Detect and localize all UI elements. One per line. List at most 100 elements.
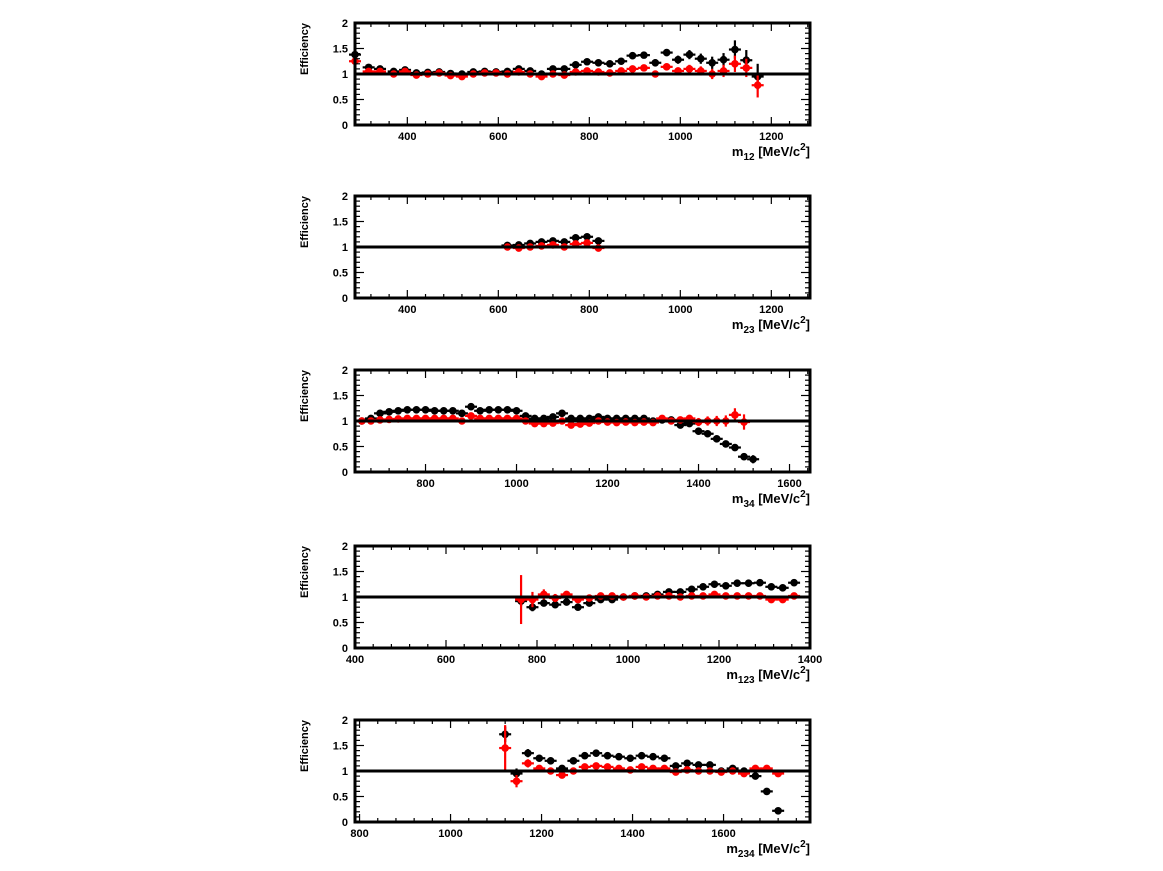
x-tick-label: 1400 (686, 478, 710, 490)
data-point (540, 599, 548, 607)
data-point (731, 411, 739, 419)
y-tick-label: 2 (342, 191, 348, 203)
data-point (583, 57, 591, 66)
y-axis-label: Efficiency (299, 22, 311, 75)
data-point (503, 405, 512, 414)
y-axis-label: Efficiency (299, 545, 311, 598)
data-point (603, 763, 612, 771)
y-tick-label: 1.5 (333, 391, 348, 403)
data-point (485, 405, 494, 414)
data-point (546, 757, 555, 765)
x-tick-label: 600 (437, 654, 455, 666)
data-point (558, 409, 566, 418)
data-point (594, 58, 603, 67)
data-point (551, 600, 559, 609)
data-point (617, 57, 625, 66)
y-tick-label: 1.5 (333, 567, 348, 579)
data-point (594, 237, 603, 245)
y-axis-label: Efficiency (299, 369, 311, 422)
data-point (742, 64, 751, 72)
data-point (637, 763, 646, 771)
data-point (376, 409, 384, 418)
y-tick-label: 1 (342, 416, 348, 428)
y-axis-label: Efficiency (299, 719, 311, 772)
y-tick-label: 1 (342, 766, 348, 778)
y-tick-label: 0.5 (333, 95, 348, 107)
y-tick-label: 0.5 (333, 442, 348, 454)
x-tick-label: 600 (489, 131, 507, 143)
data-point (649, 752, 657, 761)
data-point (640, 51, 648, 59)
x-tick-label: 1000 (438, 828, 462, 840)
data-point (606, 60, 614, 68)
data-point (685, 50, 694, 59)
x-tick-label: 1200 (529, 828, 553, 840)
data-point (671, 762, 680, 770)
y-tick-label: 0 (342, 467, 348, 479)
data-point (685, 65, 694, 73)
x-tick-label: 1200 (759, 131, 783, 143)
data-point (722, 440, 730, 448)
y-tick-label: 0 (342, 643, 348, 655)
data-point (467, 402, 475, 411)
data-point (439, 407, 448, 415)
data-point (756, 578, 764, 587)
data-point (774, 806, 782, 815)
y-tick-label: 2 (342, 715, 348, 727)
data-point (651, 58, 660, 67)
data-point (592, 762, 600, 770)
data-point (660, 754, 669, 763)
data-point (580, 751, 589, 760)
y-tick-label: 2 (342, 365, 348, 377)
y-tick-label: 0 (342, 293, 348, 305)
data-point (449, 407, 457, 415)
data-point (558, 771, 566, 779)
data-point (501, 744, 509, 752)
y-tick-label: 0 (342, 120, 348, 132)
data-point (662, 63, 671, 71)
data-point (687, 585, 696, 594)
data-point (731, 443, 739, 452)
x-tick-label: 800 (580, 131, 598, 143)
data-point (697, 54, 705, 63)
x-axis-label: m34 [MeV/c2] (732, 489, 810, 510)
y-tick-label: 2 (342, 541, 348, 553)
data-point (580, 763, 589, 771)
data-point (403, 405, 412, 414)
data-point (683, 759, 691, 768)
data-point (674, 55, 682, 64)
x-tick-label: 800 (350, 828, 368, 840)
data-point (571, 234, 580, 242)
series-black (355, 402, 760, 464)
data-point (560, 65, 569, 73)
y-tick-label: 0 (342, 817, 348, 829)
data-point (567, 421, 575, 429)
data-point (699, 583, 707, 591)
data-point (535, 754, 544, 763)
x-axis-label: m23 [MeV/c2] (732, 315, 810, 336)
y-tick-label: 0.5 (333, 792, 348, 804)
x-axis-label: m234 [MeV/c2] (726, 839, 810, 860)
data-point (494, 405, 503, 414)
x-tick-label: 400 (346, 654, 364, 666)
data-point (583, 233, 591, 241)
y-tick-label: 1 (342, 592, 348, 604)
data-point (394, 407, 403, 415)
y-tick-label: 1.5 (333, 44, 348, 56)
x-tick-label: 400 (398, 131, 416, 143)
data-point (712, 435, 721, 443)
data-point (767, 583, 776, 591)
data-point (412, 405, 421, 414)
y-tick-label: 1.5 (333, 741, 348, 753)
data-point (476, 407, 484, 415)
data-point (740, 452, 748, 461)
x-tick-label: 1400 (798, 654, 822, 666)
data-point (749, 455, 757, 464)
data-point (583, 239, 591, 247)
x-axis-label: m123 [MeV/c2] (726, 665, 810, 686)
data-point (524, 749, 532, 757)
data-point (710, 580, 719, 589)
chart-panel-3: 800 1000 1200 1400 1600 0 0.5 1 1.5 2 Efficiency m3… (299, 365, 812, 510)
data-point (778, 584, 787, 592)
